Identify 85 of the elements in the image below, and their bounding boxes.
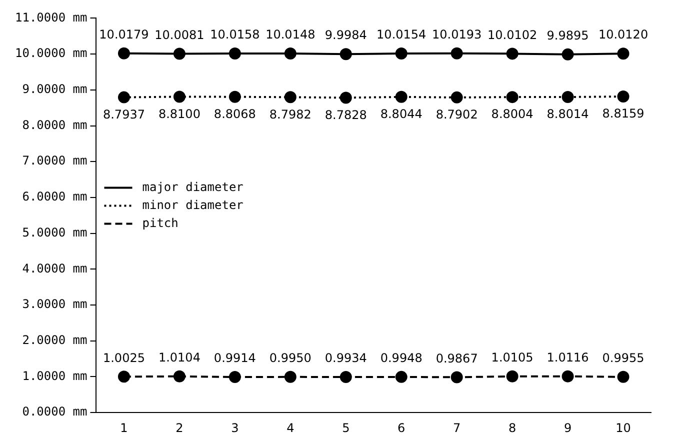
point <box>506 48 518 60</box>
data-label: 10.0193 <box>432 27 482 42</box>
x-tick-label: 3 <box>231 420 239 435</box>
x-tick-label: 7 <box>453 420 461 435</box>
x-tick-label: 4 <box>286 420 294 435</box>
data-label: 1.0116 <box>546 350 589 364</box>
legend-label: minor diameter <box>142 198 244 212</box>
y-tick-label: 0.0000 mm <box>22 404 88 419</box>
x-tick-label: 8 <box>508 420 516 435</box>
point <box>340 48 352 60</box>
point <box>118 91 130 104</box>
x-tick-label: 2 <box>176 420 184 435</box>
point <box>118 47 130 60</box>
data-label: 1.0104 <box>158 350 200 364</box>
x-tick-label: 9 <box>564 420 572 435</box>
x-tick-label: 5 <box>342 420 350 435</box>
data-label: 10.0120 <box>598 28 648 42</box>
point <box>395 90 408 103</box>
y-tick-label: 10.0000 mm <box>14 46 88 60</box>
point <box>617 48 630 60</box>
data-label: 10.0179 <box>99 28 149 42</box>
point <box>562 370 574 382</box>
point <box>562 91 574 104</box>
y-tick-label: 7.0000 mm <box>22 154 88 168</box>
legend-label: major diameter <box>142 180 244 194</box>
point <box>173 48 186 60</box>
data-label: 8.8068 <box>214 106 256 121</box>
point <box>284 370 296 383</box>
point <box>617 370 630 383</box>
point <box>340 370 352 383</box>
point <box>506 370 518 382</box>
point <box>450 47 463 60</box>
data-label: 1.0105 <box>491 350 534 364</box>
point <box>340 92 352 104</box>
data-label: 8.8159 <box>602 106 644 121</box>
data-label: 8.8004 <box>491 107 534 122</box>
point <box>228 90 241 103</box>
point <box>284 48 296 60</box>
point <box>395 48 408 60</box>
data-label: 10.0102 <box>488 28 538 42</box>
x-tick-label: 1 <box>120 420 128 435</box>
legend-label: pitch <box>142 216 178 230</box>
point <box>617 90 630 103</box>
point <box>395 370 408 383</box>
y-tick-label: 3.0000 mm <box>22 297 88 312</box>
y-tick-label: 4.0000 mm <box>22 261 88 276</box>
data-label: 9.9895 <box>546 28 589 43</box>
point <box>450 371 463 384</box>
data-label: 8.7902 <box>436 108 478 122</box>
data-label: 0.9950 <box>269 351 312 366</box>
point <box>173 370 186 382</box>
data-label: 0.9867 <box>436 351 478 366</box>
x-tick-label: 10 <box>616 420 631 435</box>
point <box>450 91 463 104</box>
data-label: 10.0154 <box>376 28 426 42</box>
data-label: 8.7828 <box>324 108 367 122</box>
y-tick-label: 6.0000 mm <box>22 190 88 204</box>
point <box>228 47 241 60</box>
data-label: 8.8100 <box>158 106 200 121</box>
point <box>228 371 241 384</box>
y-tick-label: 8.0000 mm <box>22 118 88 132</box>
point <box>506 91 518 104</box>
data-label: 1.0025 <box>102 350 145 365</box>
data-label: 10.0148 <box>266 28 316 42</box>
data-label: 10.0158 <box>210 28 260 42</box>
data-label: 8.8044 <box>380 107 422 122</box>
y-tick-label: 11.0000 mm <box>14 10 88 24</box>
data-label: 0.9948 <box>380 351 422 366</box>
y-tick-label: 9.0000 mm <box>22 82 88 96</box>
data-label: 0.9955 <box>602 351 644 366</box>
point <box>284 91 296 104</box>
data-label: 8.8014 <box>546 107 589 122</box>
data-label: 8.7937 <box>102 107 145 122</box>
point <box>118 370 130 383</box>
data-label: 0.9934 <box>324 351 367 366</box>
point <box>173 90 186 103</box>
y-tick-label: 1.0000 mm <box>22 368 88 383</box>
data-label: 8.7982 <box>269 107 312 122</box>
data-label: 9.9984 <box>324 28 367 42</box>
point <box>562 48 574 60</box>
data-label: 0.9914 <box>214 351 256 366</box>
y-tick-label: 2.0000 mm <box>22 333 88 348</box>
data-label: 10.0081 <box>154 28 204 42</box>
y-tick-label: 5.0000 mm <box>22 225 88 240</box>
x-tick-label: 6 <box>398 420 406 435</box>
